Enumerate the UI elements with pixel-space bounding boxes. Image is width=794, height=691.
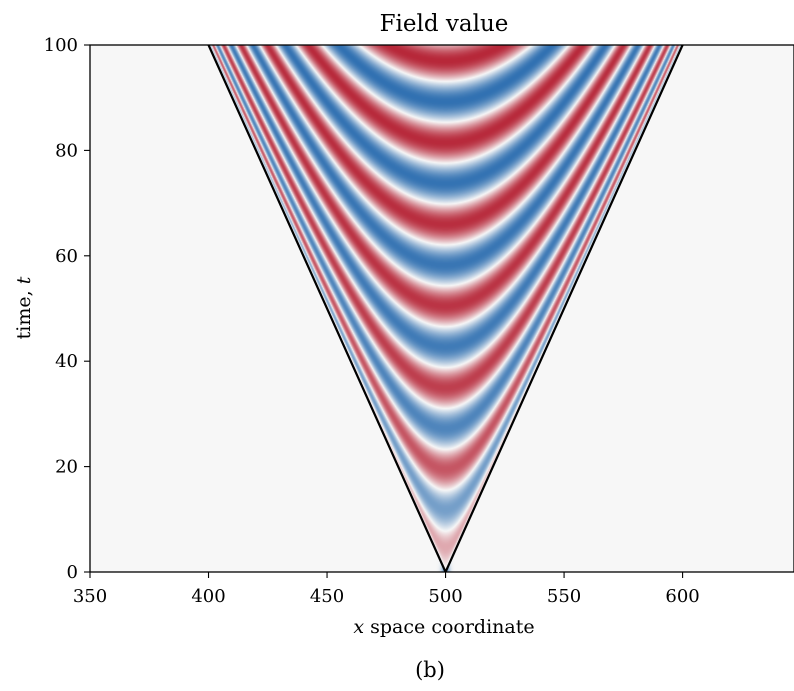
x-tick-label: 450 — [310, 586, 344, 607]
y-tick-label: 0 — [67, 562, 78, 583]
figure-caption: (b) — [415, 658, 445, 682]
y-axis-label-var: t — [13, 276, 35, 284]
x-tick-label: 600 — [665, 586, 699, 607]
y-tick-label: 100 — [44, 35, 78, 56]
light-cone — [207, 45, 684, 572]
x-axis-label: x space coordinate — [353, 616, 534, 638]
x-tick-label: 400 — [191, 586, 225, 607]
y-tick-label: 60 — [55, 246, 78, 267]
x-axis: 350 400 450 500 550 600 — [73, 572, 700, 607]
x-axis-label-var: x — [353, 616, 364, 638]
y-tick-label: 80 — [55, 140, 78, 161]
y-axis-label: time, t — [13, 276, 35, 339]
y-tick-label: 20 — [55, 457, 78, 478]
field-heatmap — [90, 45, 794, 572]
y-axis: 0 20 40 60 80 100 — [44, 35, 90, 583]
light-cone-left-line — [207, 45, 447, 572]
x-tick-label: 350 — [73, 586, 107, 607]
light-cone-right-line — [444, 45, 684, 572]
x-tick-label: 500 — [428, 586, 462, 607]
x-tick-label: 550 — [547, 586, 581, 607]
x-axis-label-text: space coordinate — [364, 616, 535, 638]
chart-title: Field value — [380, 11, 509, 37]
plot-frame — [89, 44, 794, 573]
y-tick-label: 40 — [55, 351, 78, 372]
y-axis-label-text: time, — [13, 284, 35, 339]
field-image — [90, 45, 794, 572]
